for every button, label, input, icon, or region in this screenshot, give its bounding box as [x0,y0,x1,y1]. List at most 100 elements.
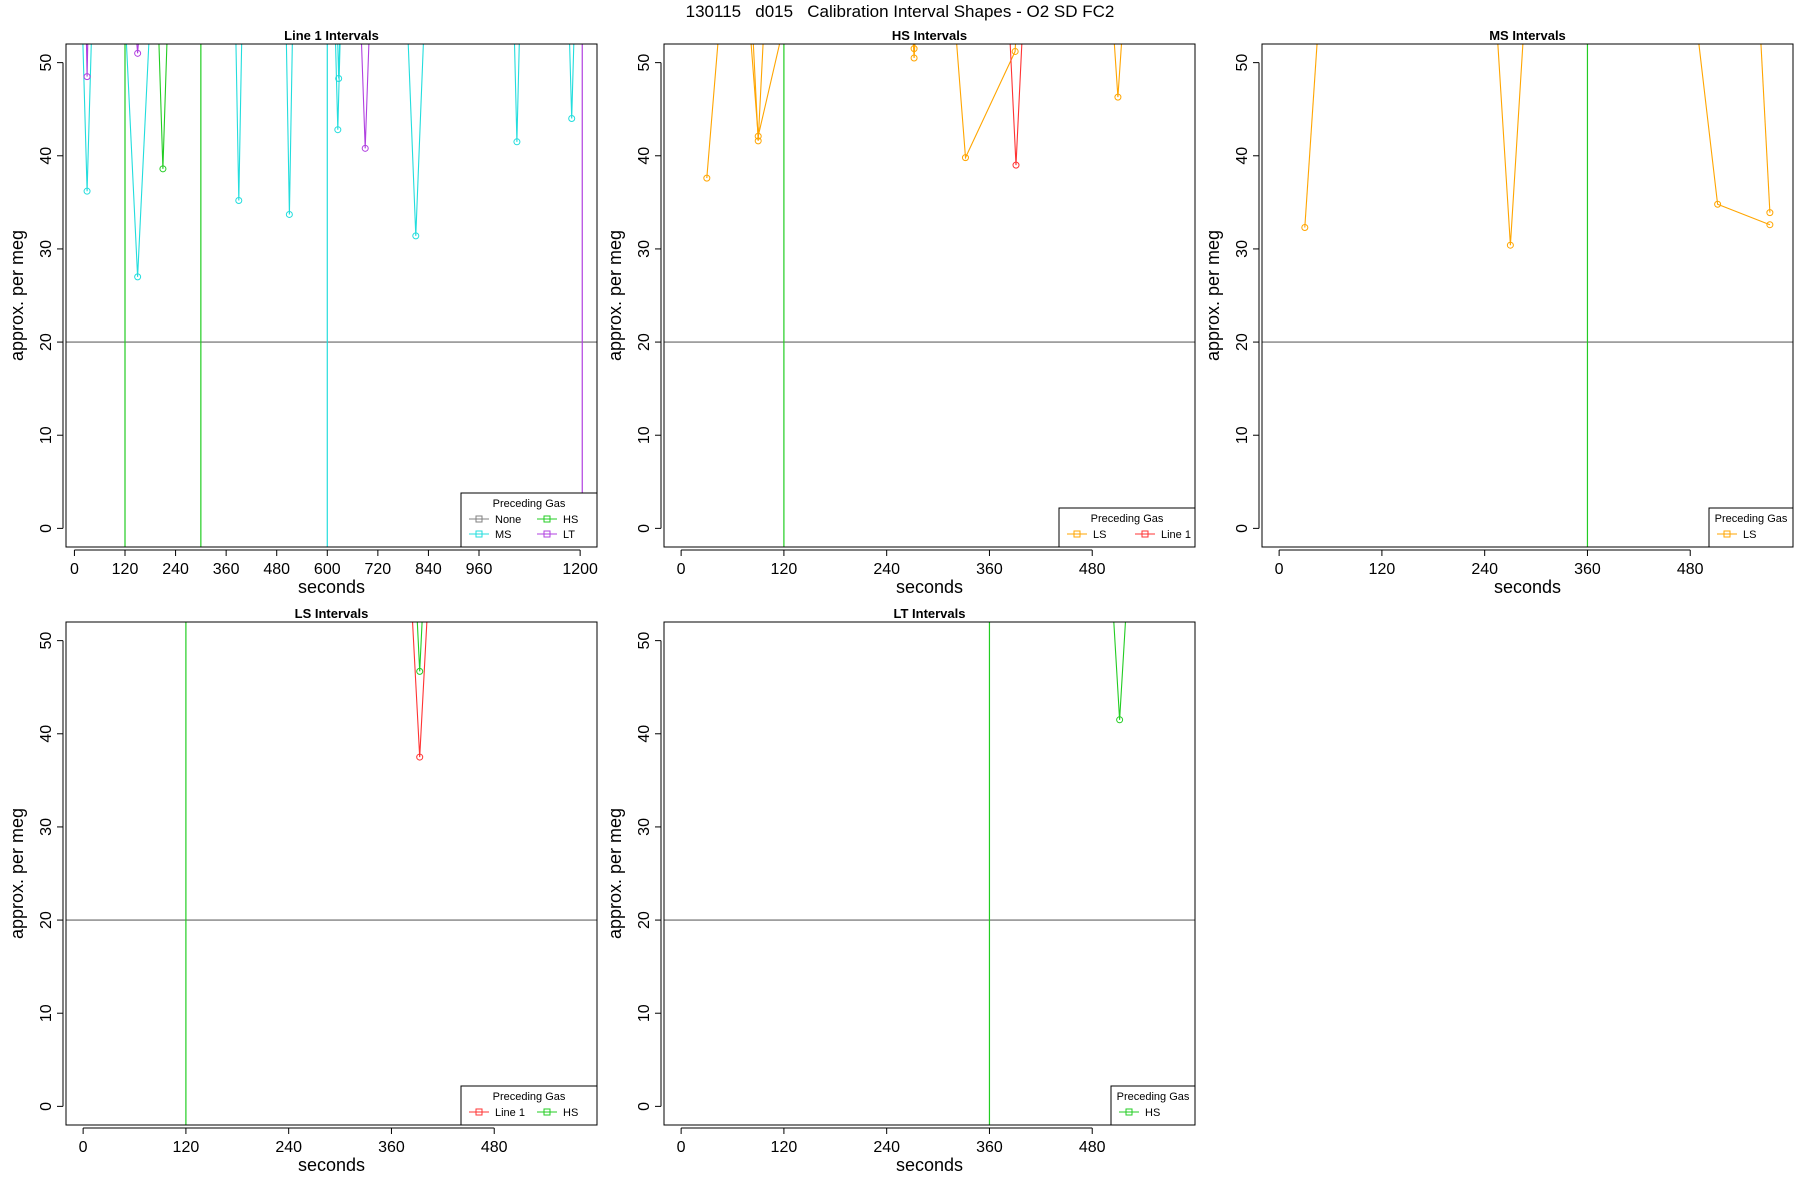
y-axis-label: approx. per meg [605,808,625,939]
data-point [83,187,91,195]
panel-title: LS Intervals [295,606,369,621]
legend-entry: LT [563,529,575,541]
y-tick-label: 40 [38,725,55,743]
y-tick-label: 0 [38,524,55,533]
legend-swatch-marker [543,530,551,538]
data-point [412,232,420,240]
plot-frame [1261,43,1794,548]
legend-swatch-marker [1125,1108,1133,1116]
data-point [335,74,343,82]
legend-entry: LS [1743,529,1756,541]
legend-swatch-marker [543,515,551,523]
data-point [754,137,762,145]
panel-4: LS Intervals 0 120 240 360 480 seconds 0 10 20 30 4… [7,606,598,1175]
x-tick-label: 480 [1677,561,1704,578]
legend-title: Preceding Gas [1117,1091,1190,1103]
x-tick-label: 120 [771,1139,798,1156]
data-line [82,44,92,192]
data-line [85,44,89,77]
data-line [752,44,764,141]
legend-swatch-marker [1723,530,1731,538]
legend-entry: HS [563,1107,578,1119]
plot-frame [65,621,598,1126]
legend-box [1058,507,1196,548]
series-group [82,44,576,281]
y-tick-label: 20 [636,333,653,351]
legend: Preceding Gas LS Line 1 [1058,507,1196,548]
data-line [1497,44,1524,246]
x-tick-label: 120 [112,561,139,578]
panel-3: MS Intervals 0 120 240 360 480 seconds 0 10 20 30 4… [1203,28,1794,597]
x-tick-label: 960 [466,561,493,578]
data-line [1760,44,1771,213]
data-line [569,44,575,119]
x-axis-label: seconds [896,1155,963,1175]
data-point [1011,47,1019,55]
data-line [337,44,341,79]
data-line [407,44,424,236]
y-axis-label: approx. per meg [7,808,27,939]
x-tick-label: 480 [1079,561,1106,578]
y-tick-label: 30 [38,240,55,258]
x-tick-label: 600 [314,561,341,578]
data-point [1116,716,1124,724]
y-tick-label: 10 [38,426,55,444]
legend: Preceding Gas Line 1 HS [460,1085,598,1126]
data-point [134,49,142,57]
panel-2: HS Intervals 0 120 240 360 480 seconds 0 10 20 30 4… [605,28,1196,597]
data-point [1766,209,1774,217]
data-line [285,44,293,215]
panel-5: LT Intervals 0 120 240 360 480 seconds 0 10 20 30 4… [605,606,1196,1175]
data-point [1506,241,1514,249]
y-tick-label: 20 [38,911,55,929]
data-point [361,144,369,152]
y-tick-label: 30 [636,818,653,836]
series-group [1113,622,1126,724]
data-point [159,165,167,173]
x-tick-label: 0 [677,561,686,578]
y-tick-label: 50 [1234,54,1251,72]
data-point [754,132,762,140]
legend-title: Preceding Gas [493,498,566,510]
legend-swatch-marker [1141,530,1149,538]
x-tick-label: 120 [173,1139,200,1156]
data-line [1304,44,1318,228]
data-line [360,44,370,149]
data-point [1301,224,1309,232]
data-point [1012,161,1020,169]
y-tick-label: 0 [636,1102,653,1111]
x-tick-label: 0 [1275,561,1284,578]
x-tick-label: 720 [365,561,392,578]
y-tick-label: 30 [1234,240,1251,258]
legend-title: Preceding Gas [1715,513,1788,525]
x-tick-label: 360 [378,1139,405,1156]
x-tick-label: 480 [481,1139,508,1156]
data-line [335,44,341,130]
data-point [568,115,576,123]
legend-box [1708,507,1794,548]
y-tick-label: 50 [38,54,55,72]
data-point [961,154,969,162]
x-tick-label: 240 [275,1139,302,1156]
panel-title: Line 1 Intervals [284,28,379,43]
data-line [912,44,916,59]
data-point [334,126,342,134]
data-line [1698,44,1771,226]
data-point [416,753,424,761]
x-tick-label: 1200 [562,561,598,578]
data-line [750,44,781,137]
y-tick-label: 50 [636,632,653,650]
y-tick-label: 20 [1234,333,1251,351]
data-line [235,44,243,201]
data-point [83,73,91,81]
y-tick-label: 30 [636,240,653,258]
y-tick-label: 0 [1234,524,1251,533]
x-tick-label: 0 [677,1139,686,1156]
x-tick-label: 360 [213,561,240,578]
x-tick-label: 360 [976,561,1003,578]
data-point [134,273,142,281]
x-tick-label: 120 [1369,561,1396,578]
data-line [1113,44,1123,98]
data-line [706,44,719,179]
data-point [1766,221,1774,229]
